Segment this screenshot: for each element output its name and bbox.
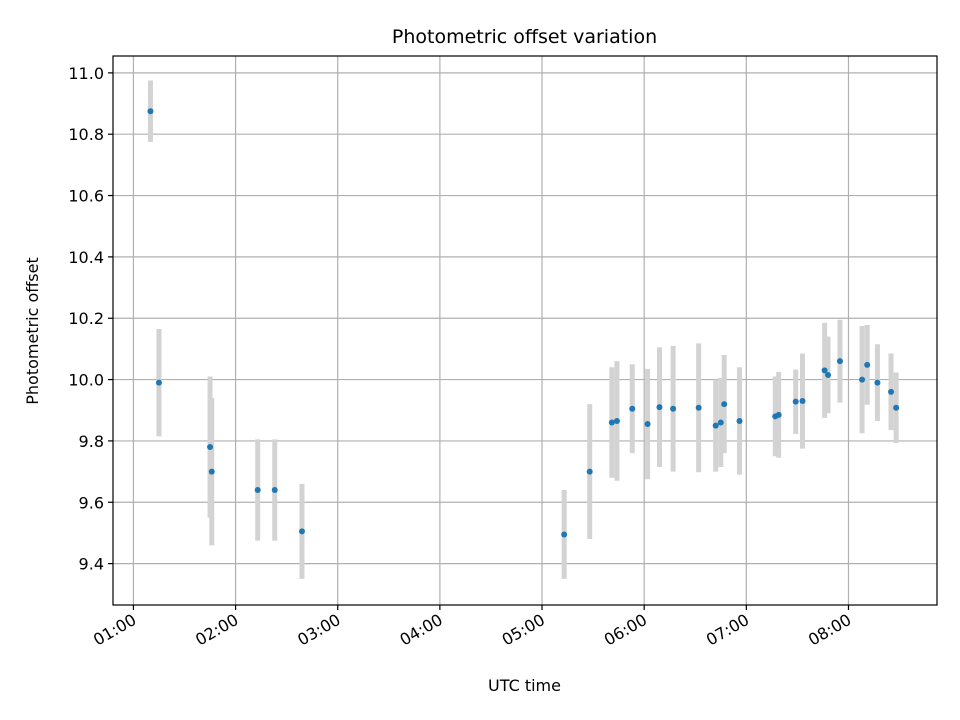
- data-point: [271, 486, 278, 493]
- y-tick-label: 10.0: [68, 371, 104, 390]
- data-point: [859, 376, 866, 383]
- data-point: [799, 398, 806, 405]
- data-point: [147, 108, 154, 115]
- data-point: [874, 379, 881, 386]
- data-point: [775, 411, 782, 418]
- data-point: [717, 419, 724, 426]
- data-point: [825, 371, 832, 378]
- data-point: [613, 417, 620, 424]
- data-point: [736, 417, 743, 424]
- y-tick-label: 9.4: [79, 555, 104, 574]
- data-point: [608, 419, 615, 426]
- data-points: [147, 108, 900, 538]
- plot-frame: [112, 55, 938, 606]
- data-point: [792, 398, 799, 405]
- data-point: [298, 528, 305, 535]
- x-axis-label: UTC time: [488, 676, 561, 695]
- data-point: [254, 486, 261, 493]
- data-point: [561, 531, 568, 538]
- data-point: [836, 358, 843, 365]
- data-point: [656, 404, 663, 411]
- data-point: [821, 367, 828, 374]
- data-point: [695, 404, 702, 411]
- data-point: [207, 444, 214, 451]
- y-tick-label: 11.0: [68, 64, 104, 83]
- data-point: [721, 401, 728, 408]
- y-tick-label: 10.8: [68, 125, 104, 144]
- data-point: [208, 468, 215, 475]
- y-tick-label: 10.6: [68, 187, 104, 206]
- data-point: [888, 388, 895, 395]
- data-point: [155, 379, 162, 386]
- y-tick-label: 9.6: [79, 493, 104, 512]
- chart-title: Photometric offset variation: [392, 26, 657, 48]
- data-point: [629, 405, 636, 412]
- data-point: [644, 421, 651, 428]
- data-point: [864, 361, 871, 368]
- y-tick-label: 10.4: [68, 248, 104, 267]
- data-point: [893, 404, 900, 411]
- data-point: [586, 468, 593, 475]
- grid: [113, 56, 937, 605]
- data-point: [712, 422, 719, 429]
- y-tick-label: 10.2: [68, 309, 104, 328]
- data-point: [670, 405, 677, 412]
- y-axis-label: Photometric offset: [23, 257, 42, 405]
- y-tick-label: 9.8: [79, 432, 104, 451]
